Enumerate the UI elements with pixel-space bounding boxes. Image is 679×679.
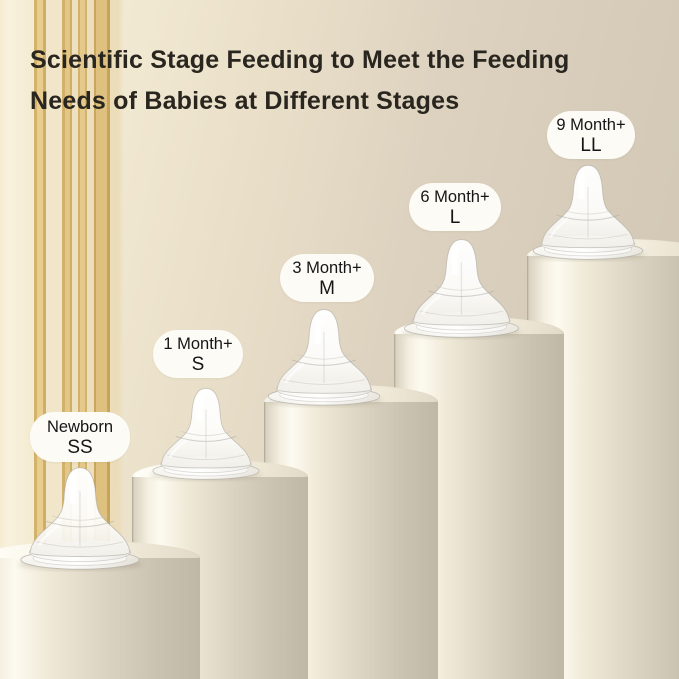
stage-label-pill-1-month: 1 Month+ S bbox=[153, 330, 243, 378]
stage-label-text: 3 Month+ bbox=[292, 258, 362, 277]
stage-size-text: LL bbox=[580, 134, 602, 156]
stage-size-text: SS bbox=[67, 436, 93, 458]
headline: Scientific Stage Feeding to Meet the Fee… bbox=[30, 40, 569, 122]
nipple-illustration-ss bbox=[14, 463, 146, 572]
stage-size-text: M bbox=[319, 277, 335, 299]
stage-label-pill-3-month: 3 Month+ M bbox=[280, 254, 374, 302]
stage-label-pill-9-month: 9 Month+ LL bbox=[547, 111, 635, 159]
stage-label-pill-newborn: Newborn SS bbox=[30, 412, 130, 462]
stage-size-text: S bbox=[191, 353, 205, 375]
stage-size-text: L bbox=[449, 206, 461, 228]
stage-label-text: 1 Month+ bbox=[163, 334, 233, 353]
nipple-illustration-m bbox=[262, 305, 386, 408]
headline-line-2: Needs of Babies at Different Stages bbox=[30, 87, 460, 115]
pedestal-body bbox=[0, 558, 200, 679]
stage-label-pill-6-month: 6 Month+ L bbox=[409, 183, 501, 231]
nipple-illustration-ll bbox=[527, 161, 649, 262]
stage-label-text: Newborn bbox=[46, 417, 114, 436]
stage-label-text: 6 Month+ bbox=[420, 187, 490, 206]
nipple-illustration-l bbox=[398, 235, 525, 340]
nipple-illustration-s bbox=[147, 384, 265, 482]
stage-label-text: 9 Month+ bbox=[556, 115, 626, 134]
headline-line-1: Scientific Stage Feeding to Meet the Fee… bbox=[30, 46, 570, 74]
